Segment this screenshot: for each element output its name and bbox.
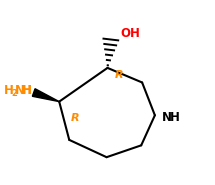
Text: H: H [4, 84, 14, 97]
Text: N: N [162, 111, 172, 124]
Text: H: H [22, 84, 32, 97]
Text: H: H [22, 84, 32, 97]
Text: N: N [15, 84, 25, 97]
Polygon shape [32, 89, 59, 102]
Text: R: R [115, 70, 124, 80]
Text: OH: OH [120, 27, 140, 40]
Text: R: R [70, 113, 79, 123]
Text: 2: 2 [11, 89, 17, 98]
Text: H: H [170, 111, 180, 124]
